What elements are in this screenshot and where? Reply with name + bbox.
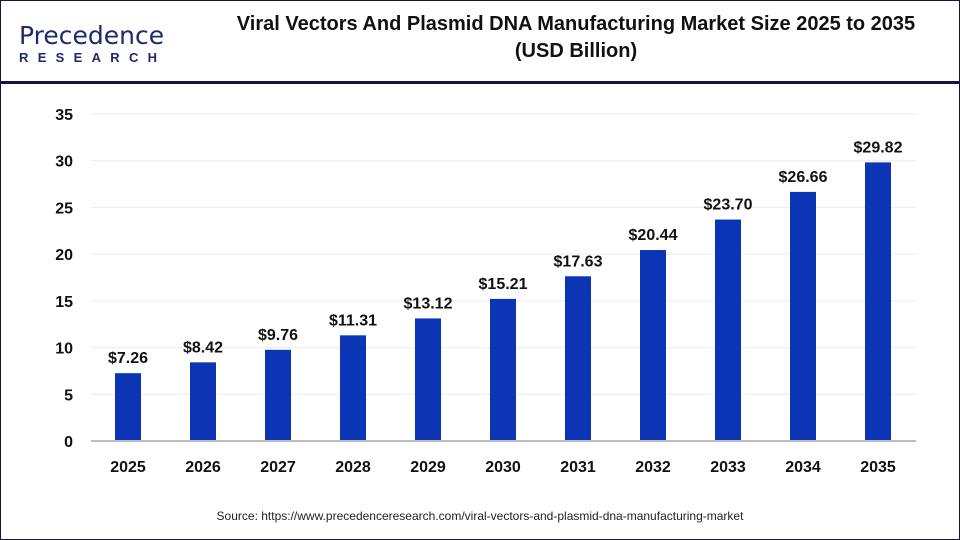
logo-wordmark: Precedence — [19, 21, 165, 50]
bar — [190, 362, 216, 441]
data-label: $20.44 — [629, 227, 678, 244]
bar — [790, 191, 816, 441]
bar — [865, 162, 891, 441]
logo-subtitle: RESEARCH — [19, 50, 167, 65]
header: Precedence RESEARCH Viral Vectors And Pl… — [1, 1, 959, 84]
bar — [265, 349, 291, 441]
title-line-1: Viral Vectors And Plasmid DNA Manufactur… — [236, 13, 916, 35]
x-tick-label: 2032 — [635, 459, 671, 476]
x-tick-label: 2035 — [860, 459, 896, 476]
x-tick-label: 2028 — [335, 459, 371, 476]
bar — [115, 373, 141, 441]
x-tick-label: 2027 — [260, 459, 296, 476]
data-label: $29.82 — [854, 139, 903, 156]
precedence-research-logo: Precedence RESEARCH — [19, 23, 166, 65]
bar — [565, 276, 591, 441]
data-label: $7.26 — [108, 350, 148, 367]
x-tick-label: 2029 — [410, 459, 446, 476]
y-tick-label: 25 — [55, 200, 73, 217]
data-label: $23.70 — [704, 197, 753, 214]
x-tick-label: 2030 — [485, 459, 521, 476]
y-tick-label: 10 — [55, 341, 73, 358]
data-label: $13.12 — [404, 295, 453, 312]
bar — [715, 219, 741, 441]
data-label: $11.31 — [329, 312, 377, 329]
y-tick-label: 20 — [55, 247, 73, 264]
data-label: $17.63 — [554, 253, 603, 270]
y-tick-label: 15 — [55, 294, 73, 311]
y-tick-label: 35 — [55, 107, 73, 124]
source-note: Source: https://www.precedenceresearch.c… — [216, 509, 744, 523]
bar — [340, 335, 366, 441]
bar-chart: 05101520253035$7.262025$8.422026$9.76202… — [55, 107, 916, 476]
y-tick-label: 5 — [64, 387, 73, 404]
title-line-2: (USD Billion) — [514, 40, 638, 62]
bar — [415, 318, 441, 441]
chart-title: Viral Vectors And Plasmid DNA Manufactur… — [191, 11, 959, 65]
x-tick-label: 2031 — [560, 459, 596, 476]
y-tick-label: 0 — [64, 434, 73, 451]
data-label: $9.76 — [258, 327, 298, 344]
x-tick-label: 2026 — [185, 459, 221, 476]
x-tick-label: 2025 — [110, 459, 146, 476]
x-tick-label: 2034 — [785, 459, 821, 476]
y-tick-label: 30 — [55, 154, 73, 171]
data-label: $8.42 — [183, 339, 223, 356]
bar — [490, 298, 516, 441]
bar — [640, 250, 666, 441]
data-label: $26.66 — [779, 169, 828, 186]
data-label: $15.21 — [479, 276, 528, 293]
x-tick-label: 2033 — [710, 459, 746, 476]
